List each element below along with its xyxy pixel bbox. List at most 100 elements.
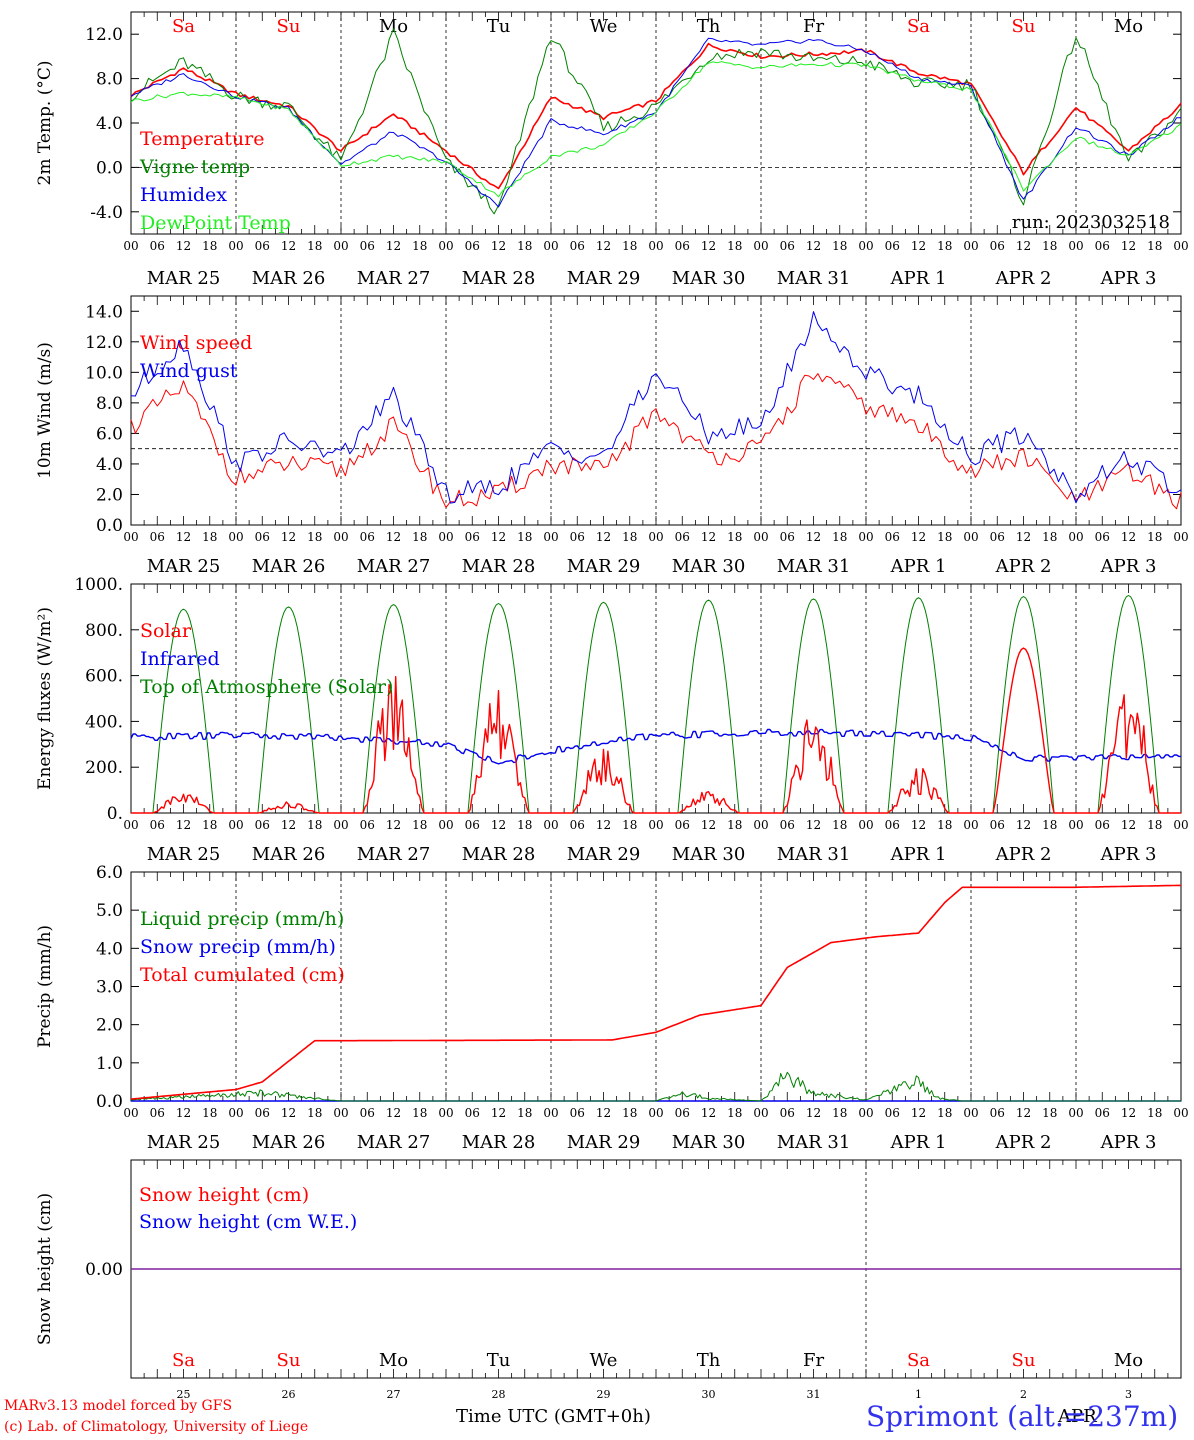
hour-label: 12	[281, 239, 296, 253]
hour-label: 12	[176, 1106, 191, 1120]
date-label: MAR 30	[672, 268, 746, 289]
hour-label: 12	[806, 239, 821, 253]
hour-label: 12	[1121, 818, 1136, 832]
y-tick-label: 2.0	[96, 485, 123, 505]
date-label: APR 1	[890, 556, 947, 577]
y-axis-label: 2m Temp. (°C)	[35, 60, 55, 185]
hour-label: 00	[228, 530, 243, 544]
hour-label: 18	[727, 1106, 742, 1120]
weekday-label: Tu	[487, 16, 511, 37]
date-label: MAR 25	[147, 556, 221, 577]
hour-label: 12	[911, 239, 926, 253]
date-label: MAR 28	[462, 556, 536, 577]
hour-label: 18	[937, 530, 952, 544]
hour-label: 12	[176, 239, 191, 253]
hour-label: 06	[465, 818, 480, 832]
date-label: APR 2	[995, 556, 1052, 577]
hour-label: 06	[570, 530, 585, 544]
legend-label: Vigne temp	[139, 156, 250, 178]
legend-label: Wind gust	[140, 360, 238, 382]
hour-label: 00	[648, 530, 663, 544]
hour-label: 18	[622, 818, 637, 832]
y-tick-label: 10.0	[85, 363, 123, 383]
hour-label: 00	[858, 1106, 873, 1120]
weekday-label: Mo	[379, 16, 408, 37]
hour-label: 00	[753, 1106, 768, 1120]
legend-label: Snow height (cm)	[139, 1184, 309, 1206]
y-tick-label: 6.0	[96, 424, 123, 444]
hour-label: 18	[307, 818, 322, 832]
legend-label: Humidex	[140, 184, 227, 206]
hour-label: 06	[150, 818, 165, 832]
y-tick-label: 5.0	[96, 901, 123, 921]
hour-label: 06	[675, 1106, 690, 1120]
y-tick-label: 0.0	[96, 516, 123, 536]
day-number-label: 27	[387, 1388, 401, 1401]
hour-label: 00	[438, 239, 453, 253]
hour-label: 12	[911, 818, 926, 832]
hour-label: 06	[780, 530, 795, 544]
y-tick-label: 12.0	[85, 25, 123, 45]
date-label: MAR 30	[672, 556, 746, 577]
hour-label: 12	[806, 530, 821, 544]
hour-label: 06	[885, 530, 900, 544]
hour-label: 06	[990, 530, 1005, 544]
hour-label: 18	[517, 1106, 532, 1120]
hour-label: 12	[806, 1106, 821, 1120]
y-tick-label: 400.	[85, 712, 123, 732]
hour-label: 00	[858, 818, 873, 832]
month-label: APR	[1058, 1406, 1097, 1427]
y-tick-label: 3.0	[96, 978, 123, 998]
date-label: MAR 26	[252, 844, 326, 865]
hour-label: 00	[1068, 239, 1083, 253]
date-label: APR 3	[1100, 268, 1157, 289]
legend-label: Top of Atmosphere (Solar)	[140, 676, 393, 698]
hour-label: 18	[937, 239, 952, 253]
hour-label: 06	[1095, 530, 1110, 544]
date-label: MAR 27	[357, 844, 431, 865]
hour-label: 06	[150, 239, 165, 253]
y-axis-label: Snow height (cm)	[35, 1193, 55, 1345]
weekday-label: Sa	[172, 16, 195, 37]
hour-label: 00	[333, 818, 348, 832]
day-number-label: 1	[915, 1388, 922, 1401]
lab-credit: (c) Lab. of Climatology, University of L…	[4, 1419, 309, 1435]
hour-label: 00	[753, 818, 768, 832]
hour-label: 00	[753, 530, 768, 544]
y-tick-label: 6.0	[96, 863, 123, 883]
hour-label: 12	[911, 1106, 926, 1120]
hour-label: 18	[517, 239, 532, 253]
y-tick-label: 8.0	[96, 70, 123, 90]
legend-label: Wind speed	[140, 332, 252, 354]
hour-label: 18	[412, 818, 427, 832]
hour-label: 06	[360, 530, 375, 544]
hour-label: 18	[517, 818, 532, 832]
date-label: APR 3	[1100, 1132, 1157, 1153]
legend-label: Snow height (cm W.E.)	[139, 1211, 357, 1233]
weekday-label: Su	[1012, 16, 1036, 37]
date-label: MAR 31	[777, 268, 851, 289]
legend-label: Solar	[140, 620, 192, 642]
date-label: APR 2	[995, 1132, 1052, 1153]
hour-label: 12	[491, 818, 506, 832]
hour-label: 00	[438, 818, 453, 832]
hour-label: 12	[386, 818, 401, 832]
hour-label: 18	[517, 530, 532, 544]
hour-label: 06	[255, 239, 270, 253]
hour-label: 00	[438, 530, 453, 544]
weekday-label: Th	[697, 16, 721, 37]
legend-label: Liquid precip (mm/h)	[140, 908, 344, 930]
date-label: MAR 27	[357, 268, 431, 289]
hour-label: 00	[648, 239, 663, 253]
hour-label: 18	[622, 239, 637, 253]
series-line	[130, 311, 1182, 504]
hour-label: 12	[1016, 239, 1031, 253]
hour-label: 12	[701, 239, 716, 253]
y-tick-label: 12.0	[85, 333, 123, 353]
hour-label: 06	[990, 818, 1005, 832]
hour-label: 12	[491, 530, 506, 544]
y-tick-label: 0.0	[96, 158, 123, 178]
hour-label: 12	[701, 1106, 716, 1120]
hour-label: 18	[202, 239, 217, 253]
